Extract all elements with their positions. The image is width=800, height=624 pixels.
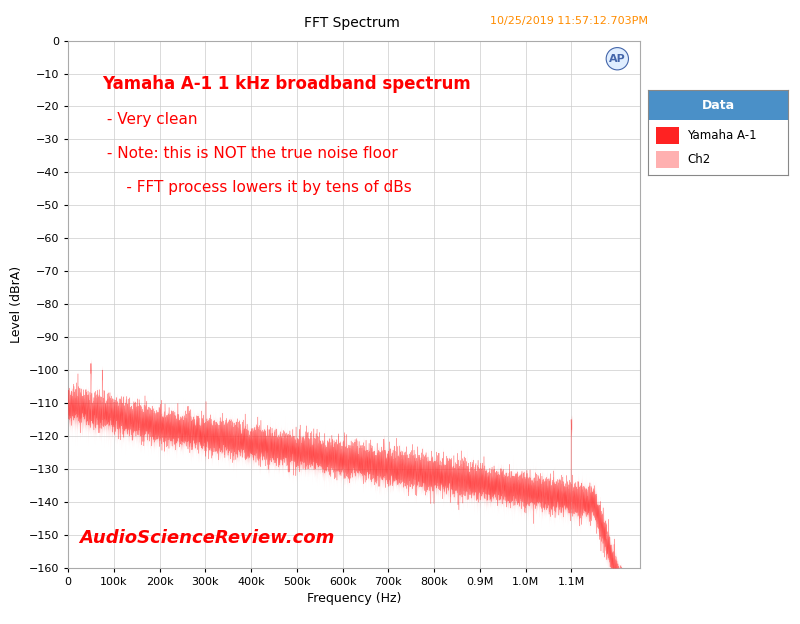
Text: Ch2: Ch2 <box>687 153 710 166</box>
Text: FFT Spectrum: FFT Spectrum <box>304 16 400 29</box>
Bar <box>656 151 678 168</box>
Text: Yamaha A-1: Yamaha A-1 <box>687 129 757 142</box>
Y-axis label: Level (dBrA): Level (dBrA) <box>10 266 23 343</box>
Text: Data: Data <box>702 99 734 112</box>
Text: AudioScienceReview.com: AudioScienceReview.com <box>79 529 335 547</box>
Text: - Note: this is NOT the true noise floor: - Note: this is NOT the true noise floor <box>102 146 398 161</box>
Bar <box>656 127 678 144</box>
Text: - FFT process lowers it by tens of dBs: - FFT process lowers it by tens of dBs <box>102 180 412 195</box>
FancyBboxPatch shape <box>648 90 788 120</box>
Text: 10/25/2019 11:57:12.703PM: 10/25/2019 11:57:12.703PM <box>490 16 648 26</box>
Text: Yamaha A-1 1 kHz broadband spectrum: Yamaha A-1 1 kHz broadband spectrum <box>102 75 471 93</box>
Text: - Very clean: - Very clean <box>102 112 198 127</box>
Text: AP: AP <box>609 54 626 64</box>
X-axis label: Frequency (Hz): Frequency (Hz) <box>307 592 401 605</box>
